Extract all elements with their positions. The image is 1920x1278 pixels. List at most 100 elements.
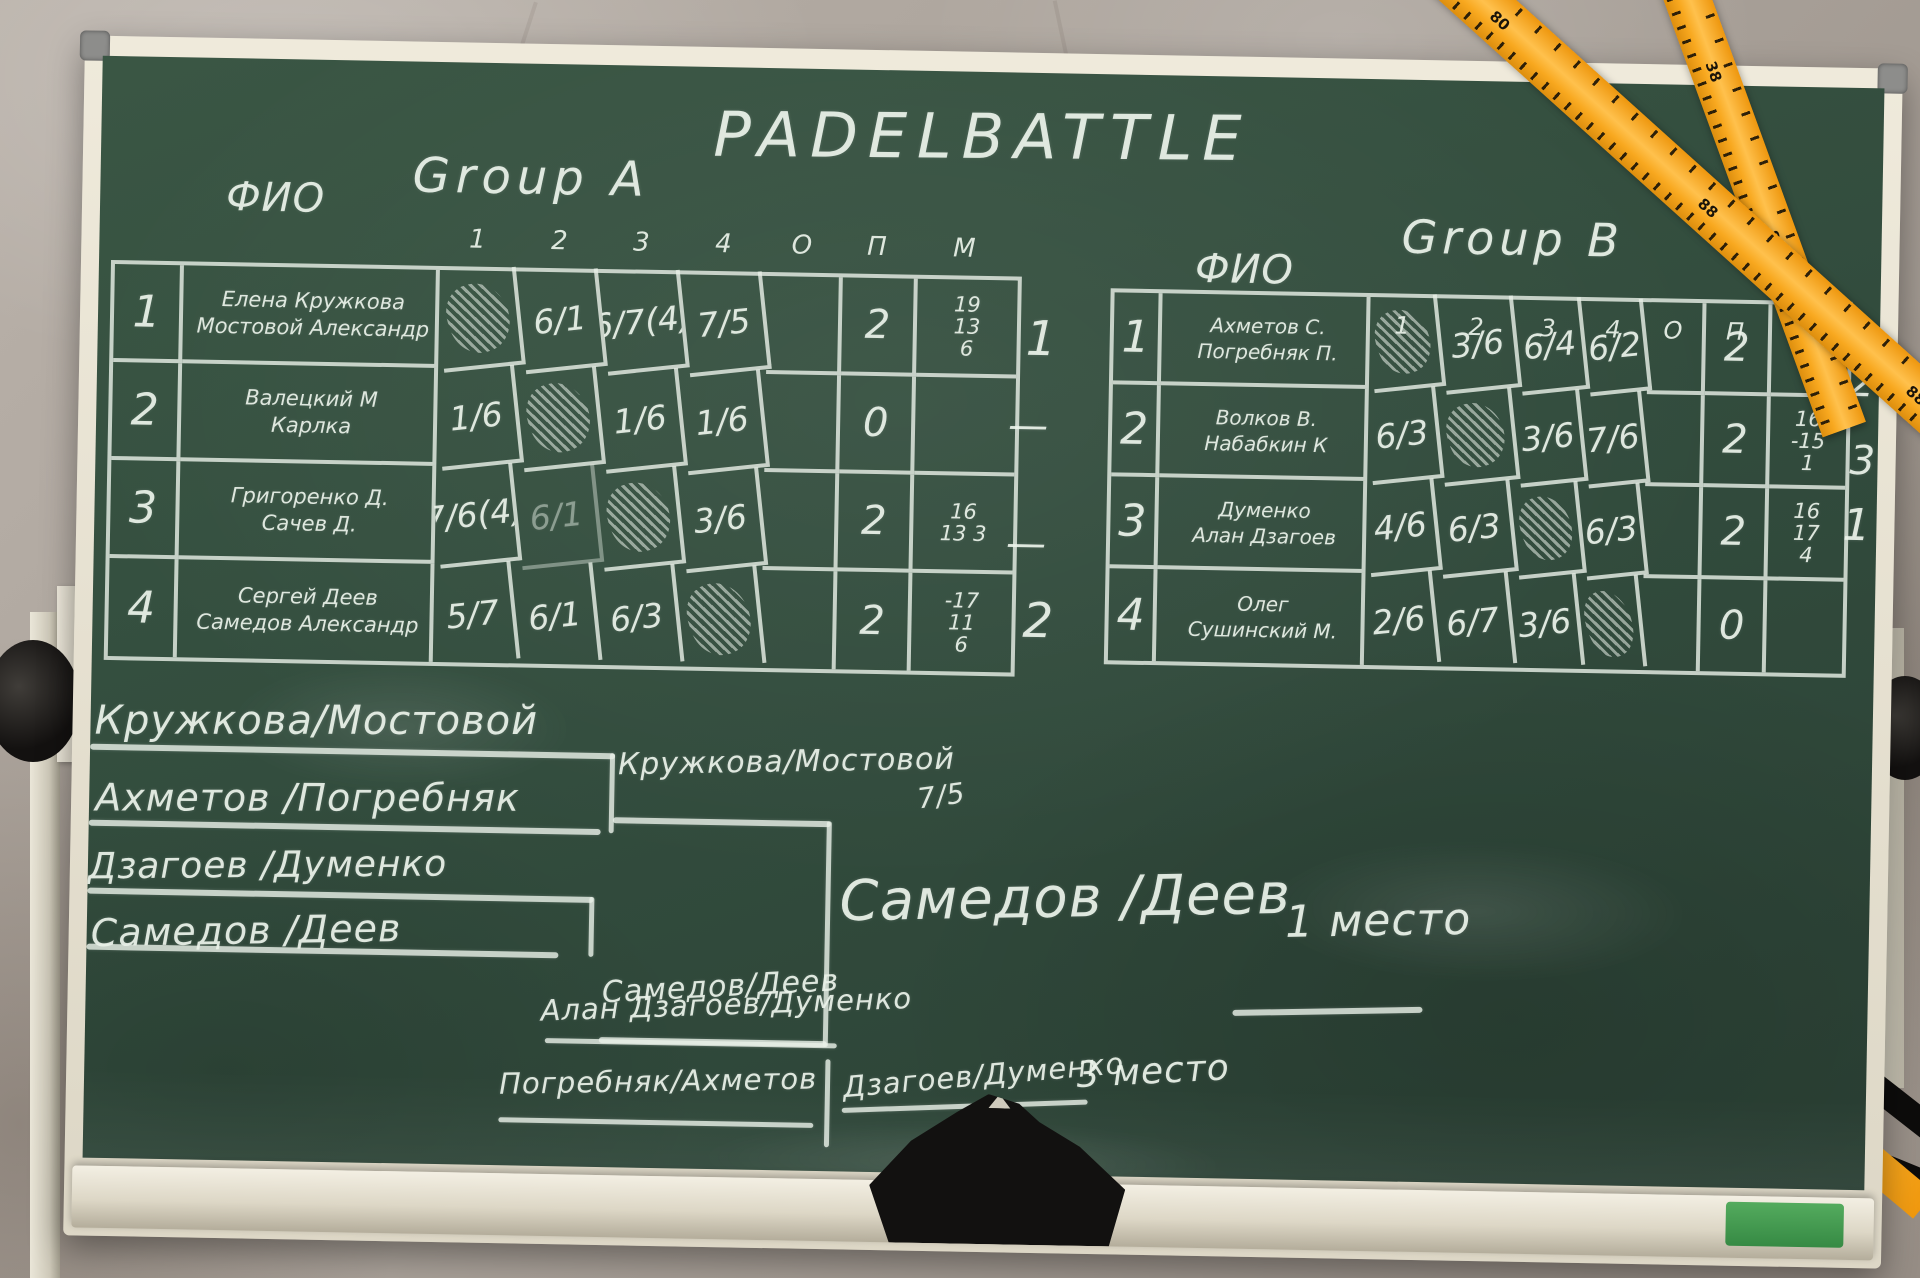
score-cell: 3/6 [1437,295,1523,395]
col-p-cell: 2 [841,277,918,377]
score-cell: 3/6 [676,467,769,574]
bracket-final-score: 7/5 [915,776,968,816]
player-1: Сергей Деев [237,583,379,610]
score-cell: 6/2 [1581,298,1653,397]
col-header: 2 [550,226,568,257]
player-2: Алан Дзагоев [1192,522,1337,550]
player-2: Набабкин К [1204,431,1328,458]
bracket-line [498,1117,814,1128]
chalkboard: PADELBATTLE Group A ФИО 1 2 3 4 О П М 1 … [63,30,1908,1269]
col-o-cell [1646,302,1707,396]
self-match-scribble [678,574,759,663]
player-2: Карлка [270,412,352,439]
score-cell: 1/6 [432,364,525,471]
row-number: 2 [1111,384,1161,478]
bracket-semi1-bottom: Ахметов /Погребняк [95,775,520,820]
col-o-cell [762,471,840,572]
col-o-cell [1641,578,1702,672]
team-name-cell: Олег Сушинский М. [1155,569,1366,665]
col-p-cell: 0 [839,375,917,475]
group-a-column-headers: 1 2 3 4 О П М [436,224,1014,265]
self-match-cell [1365,294,1447,394]
team-name-cell: Валецкий М Карлка [180,363,439,466]
group-b-title: Group B [1401,209,1625,268]
col-o-cell [1643,486,1704,580]
group-a-table: 1 Елена Кружкова Мостовой Александр 6/1 … [103,259,1022,677]
col-header: 1 [468,224,487,255]
bracket-line [823,1059,831,1148]
score-cell: 7/6 [1579,390,1651,489]
bracket-line [87,887,594,903]
score-cell: 6/4 [1513,297,1591,396]
score-cell: 6/3 [1577,482,1649,581]
player-1: Думенко [1218,497,1311,523]
group-b-table: 1 Ахметов С. Погребняк П. 3/6 6/4 6/2 2 … [1103,288,1853,678]
col-m-cell: 16 17 4 [1767,488,1846,582]
col-m-cell [914,376,1017,477]
col-m-cell: -17 11 6 [944,588,980,657]
team-name-cell: Думенко Алан Дзагоев [1157,477,1368,573]
self-match-cell [674,565,767,672]
group-a-place: 2 [1022,592,1055,650]
team-name-cell: Григоренко Д. Сачев Д. [178,461,437,564]
bracket-final-top: Кружкова/Мостовой [617,741,956,783]
bracket-semi2-top: Дзагоев /Думенко [87,843,448,888]
self-match-scribble [1577,584,1642,664]
third-place-bottom: Погребняк/Ахметов [498,1061,818,1101]
score-cell: 6/1 [510,562,603,669]
stand-knob-left [0,640,80,762]
score-cell: 1/6 [596,367,689,474]
score-cell: 5/7 [428,560,521,667]
col-p-cell: 2 [835,571,913,671]
bracket-line [612,817,831,828]
score-cell: 6/3 [1433,479,1519,579]
chalkboard-surface: PADELBATTLE Group A ФИО 1 2 3 4 О П М 1 … [82,55,1885,1191]
score-cell: 1/6 [678,369,771,476]
player-2: Погребняк П. [1197,338,1338,366]
score-cell: 7/5 [680,271,772,378]
group-a-title: Group A [412,147,651,208]
col-p-cell: 2 [1701,487,1770,581]
champion-name: Самедов /Деев [838,861,1292,935]
team-name-cell: Сергей Деев Самедов Александр [176,559,435,662]
player-2: Мостовой Александр [196,313,430,342]
self-match-scribble [1368,302,1439,382]
score-cell: 6/3 [1363,386,1445,486]
self-match-cell [1576,574,1648,673]
team-name-cell: Елена Кружкова Мостовой Александр [182,265,440,368]
self-match-cell [594,465,687,572]
group-a-place: 1 [1025,310,1058,368]
score-cell: 4/6 [1361,478,1443,578]
row-number: 4 [1107,568,1158,662]
group-a-place: — [1007,402,1050,450]
col-header: 3 [632,227,650,258]
group-a-fio-label: ФИО [225,174,326,222]
green-eraser [1725,1201,1845,1248]
team-name-cell: Ахметов С. Погребняк П. [1160,293,1371,390]
self-match-cell [1435,387,1521,487]
self-match-scribble [518,374,598,460]
group-b-fio-label: ФИО [1194,245,1295,294]
player-1: Олег [1237,591,1289,617]
player-1: Волков В. [1215,405,1318,432]
col-o-cell [1645,394,1705,488]
self-match-cell [1509,481,1587,580]
score-cell: 6/7 [1432,571,1518,671]
third-place-note: 3 место [1075,1047,1231,1097]
col-p-cell: 0 [1699,579,1768,673]
champion-note: 1 место [1284,893,1472,948]
col-header: 4 [714,229,732,260]
score-cell: 6/3 [592,563,685,670]
row-number: 1 [1112,292,1163,386]
col-p-cell: 2 [1704,303,1773,397]
player-1: Григоренко Д. [230,482,389,510]
player-1: Ахметов С. [1210,313,1326,340]
col-header: П [866,231,887,263]
col-o-cell [760,569,838,670]
group-a-place: — [1005,520,1048,568]
col-m-cell: 19 13 6 [916,278,1018,379]
self-match-scribble [598,474,678,560]
player-1: Валецкий М [244,385,379,412]
col-header: О [791,230,813,261]
